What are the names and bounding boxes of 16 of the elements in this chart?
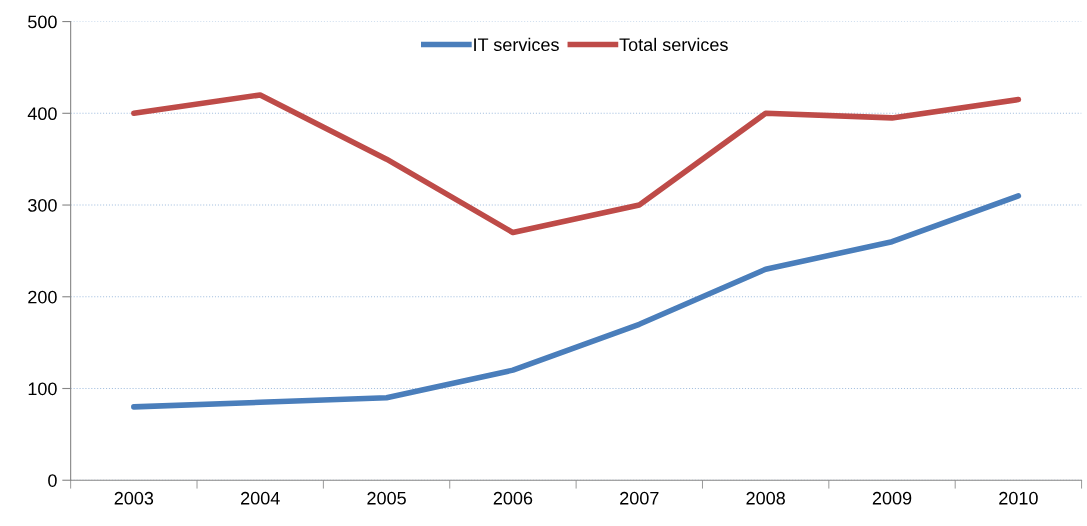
x-tick-label: 2009 [872,491,912,505]
x-tick-label: 2004 [241,491,280,505]
legend-label: Total services [619,37,728,52]
y-tick-label: 300 [28,198,57,212]
y-tick-label: 400 [27,107,57,121]
legend-label: IT services [474,37,559,52]
x-tick-label: 2007 [620,491,659,505]
x-tick-label: 2006 [493,491,533,505]
y-tick-label: 500 [28,15,57,29]
x-tick-label: 2010 [999,491,1038,505]
y-tick-label: 200 [28,290,57,304]
y-tick-label: 0 [48,474,57,487]
x-tick-label: 2005 [367,491,406,505]
y-tick-label: 100 [28,382,57,396]
x-tick-label: 2008 [746,491,785,505]
x-tick-label: 2003 [114,491,154,505]
